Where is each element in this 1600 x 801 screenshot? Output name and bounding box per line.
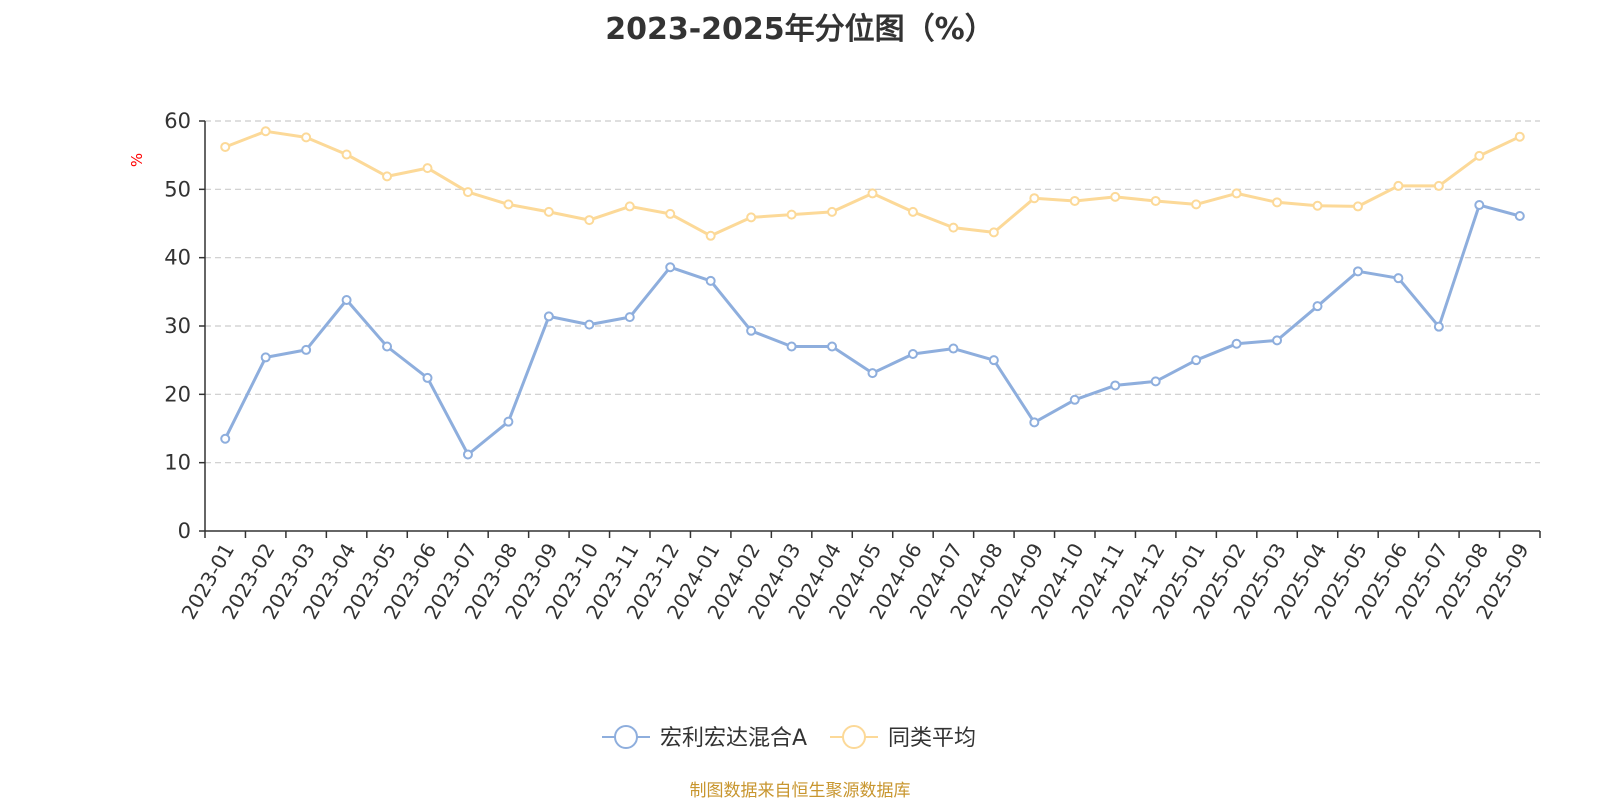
grid-lines [205,120,1540,464]
data-point[interactable] [220,141,231,152]
data-point[interactable] [543,311,554,322]
data-point[interactable] [705,275,716,286]
data-point[interactable] [1352,266,1363,277]
y-tick-label: 40 [164,246,191,270]
legend[interactable]: 宏利宏达混合A 同类平均 [602,725,976,751]
data-point[interactable] [907,206,918,217]
data-point[interactable] [1191,199,1202,210]
data-point[interactable] [1393,273,1404,284]
data-point[interactable] [1474,150,1485,161]
y-tick-label: 50 [164,177,191,201]
data-point[interactable] [827,341,838,352]
data-point[interactable] [1312,200,1323,211]
data-point[interactable] [1110,191,1121,202]
data-point[interactable] [1433,180,1444,191]
data-point[interactable] [624,201,635,212]
source-note: 制图数据来自恒生聚源数据库 [689,781,911,801]
data-point[interactable] [260,352,271,363]
data-point[interactable] [584,319,595,330]
data-point[interactable] [462,449,473,460]
data-point[interactable] [422,372,433,383]
y-tick-label: 20 [164,382,191,406]
legend-marker [614,725,638,749]
data-point[interactable] [382,341,393,352]
data-point[interactable] [341,149,352,160]
data-point[interactable] [1312,301,1323,312]
data-point[interactable] [988,355,999,366]
data-point[interactable] [827,206,838,217]
data-point[interactable] [1069,195,1080,206]
data-point[interactable] [988,227,999,238]
data-point[interactable] [907,349,918,360]
series-line-1 [224,129,1521,238]
y-tick-label: 0 [178,519,191,543]
data-point[interactable] [665,262,676,273]
data-point[interactable] [1231,188,1242,199]
data-point[interactable] [1231,338,1242,349]
data-point[interactable] [382,171,393,182]
data-point[interactable] [948,222,959,233]
data-point[interactable] [1150,376,1161,387]
data-point[interactable] [503,416,514,427]
data-point[interactable] [584,215,595,226]
data-point[interactable] [1433,321,1444,332]
legend-item-1[interactable]: 同类平均 [830,725,976,751]
data-point[interactable] [746,325,757,336]
axes: 01020304050602023-012023-022023-032023-0… [164,109,1541,623]
data-point[interactable] [301,344,312,355]
data-point[interactable] [867,188,878,199]
legend-marker [842,725,866,749]
y-tick-label: 60 [164,109,191,133]
data-point[interactable] [1029,193,1040,204]
series-layer [220,126,1525,460]
data-point[interactable] [867,368,878,379]
data-point[interactable] [422,163,433,174]
data-point[interactable] [786,209,797,220]
data-point[interactable] [1110,380,1121,391]
data-point[interactable] [1393,180,1404,191]
data-point[interactable] [746,212,757,223]
data-point[interactable] [220,433,231,444]
y-tick-label: 10 [164,451,191,475]
data-point[interactable] [503,199,514,210]
data-point[interactable] [462,187,473,198]
data-point[interactable] [665,208,676,219]
chart-title: 2023-2025年分位图（%） [605,12,995,47]
series-line-0 [223,203,1521,456]
legend-item-0[interactable]: 宏利宏达混合A [602,725,807,751]
data-point[interactable] [1514,210,1525,221]
legend-label: 同类平均 [888,726,976,751]
data-point[interactable] [543,206,554,217]
data-point[interactable] [1191,355,1202,366]
data-point[interactable] [948,343,959,354]
y-axis-label: % [128,153,146,167]
data-point[interactable] [1029,417,1040,428]
data-point[interactable] [260,126,271,137]
data-point[interactable] [301,132,312,143]
data-point[interactable] [1272,197,1283,208]
data-point[interactable] [1474,200,1485,211]
data-point[interactable] [624,312,635,323]
data-point[interactable] [1069,394,1080,405]
data-point[interactable] [1514,131,1525,142]
data-point[interactable] [705,230,716,241]
data-point[interactable] [1150,195,1161,206]
legend-label: 宏利宏达混合A [660,726,807,751]
data-point[interactable] [341,295,352,306]
data-point[interactable] [1272,335,1283,346]
y-tick-label: 30 [164,314,191,338]
data-point[interactable] [1352,201,1363,212]
data-point[interactable] [786,341,797,352]
